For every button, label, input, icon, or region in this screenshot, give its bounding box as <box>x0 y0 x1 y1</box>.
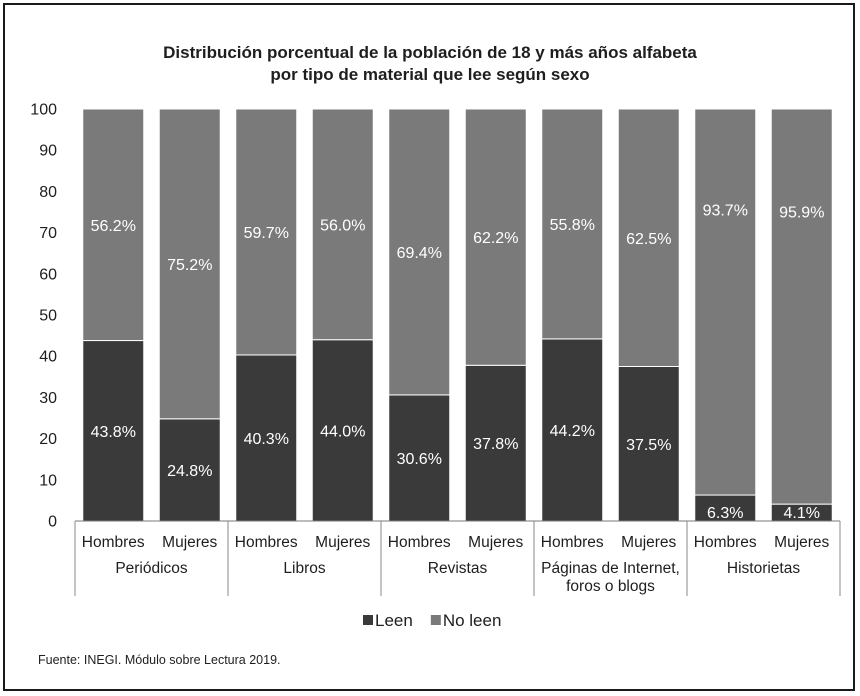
category-label: Mujeres <box>774 534 829 551</box>
y-tick-label: 80 <box>39 184 57 201</box>
y-tick-label: 90 <box>39 143 57 160</box>
group-label: foros o blogs <box>566 578 655 595</box>
legend-swatch-no-leen <box>430 615 441 625</box>
data-label: 62.5% <box>626 231 671 248</box>
chart-title-line-2: por tipo de material que lee según sexo <box>270 65 589 84</box>
category-label: Hombres <box>388 534 451 551</box>
bar-no-leen <box>694 108 757 496</box>
data-label: 43.8% <box>91 424 136 441</box>
data-label: 37.8% <box>473 436 518 453</box>
bar-no-leen <box>82 108 145 342</box>
y-tick-label: 70 <box>39 225 57 242</box>
bar-leen <box>464 364 527 522</box>
data-label: 24.8% <box>167 463 212 480</box>
group-label: Historietas <box>727 560 800 577</box>
y-tick-label: 100 <box>30 102 57 119</box>
bar-no-leen <box>617 108 680 367</box>
legend-label-no-leen: No leen <box>443 611 502 630</box>
data-label: 93.7% <box>703 202 748 219</box>
bar-leen <box>388 394 451 522</box>
bar-no-leen <box>158 108 221 420</box>
category-label: Hombres <box>541 534 604 551</box>
bar-leen <box>617 366 680 522</box>
data-label: 40.3% <box>244 431 289 448</box>
bar-no-leen <box>235 108 298 356</box>
category-label: Hombres <box>82 534 145 551</box>
data-label: 95.9% <box>779 205 824 222</box>
data-label: 56.2% <box>91 218 136 235</box>
category-label: Mujeres <box>621 534 676 551</box>
bar-no-leen <box>541 108 604 340</box>
y-tick-label: 40 <box>39 349 57 366</box>
data-label: 44.0% <box>320 423 365 440</box>
y-tick-label: 60 <box>39 266 57 283</box>
chart-title-line-1: Distribución porcentual de la población … <box>163 43 697 62</box>
category-label: Hombres <box>694 534 757 551</box>
data-label: 56.0% <box>320 217 365 234</box>
data-label: 59.7% <box>244 225 289 242</box>
group-label: Periódicos <box>115 560 188 577</box>
group-label: Libros <box>283 560 325 577</box>
data-label: 4.1% <box>784 505 820 522</box>
bar-leen <box>158 418 221 522</box>
category-label: Mujeres <box>468 534 523 551</box>
y-tick-label: 50 <box>39 308 57 325</box>
bar-no-leen <box>770 108 833 505</box>
bar-leen <box>311 339 374 522</box>
y-tick-label: 20 <box>39 431 57 448</box>
bar-no-leen <box>388 108 451 396</box>
data-label: 44.2% <box>550 423 595 440</box>
source-note: Fuente: INEGI. Módulo sobre Lectura 2019… <box>38 653 281 667</box>
data-label: 30.6% <box>397 451 442 468</box>
bar-no-leen <box>311 108 374 341</box>
legend-label-leen: Leen <box>375 611 413 630</box>
y-tick-label: 0 <box>48 514 57 531</box>
legend-swatch-leen <box>363 615 373 625</box>
category-label: Hombres <box>235 534 298 551</box>
y-tick-label: 30 <box>39 390 57 407</box>
data-label: 55.8% <box>550 217 595 234</box>
bar-leen <box>694 494 757 522</box>
data-label: 69.4% <box>397 245 442 262</box>
data-label: 6.3% <box>707 505 743 522</box>
group-label: Páginas de Internet, <box>541 560 680 577</box>
category-label: Mujeres <box>162 534 217 551</box>
group-label: Revistas <box>428 560 488 577</box>
bar-leen <box>235 354 298 522</box>
y-tick-label: 10 <box>39 472 57 489</box>
data-label: 37.5% <box>626 437 671 454</box>
bar-leen <box>82 340 145 522</box>
bar-no-leen <box>464 108 527 366</box>
data-label: 62.2% <box>473 230 518 247</box>
category-label: Mujeres <box>315 534 370 551</box>
data-label: 75.2% <box>167 257 212 274</box>
